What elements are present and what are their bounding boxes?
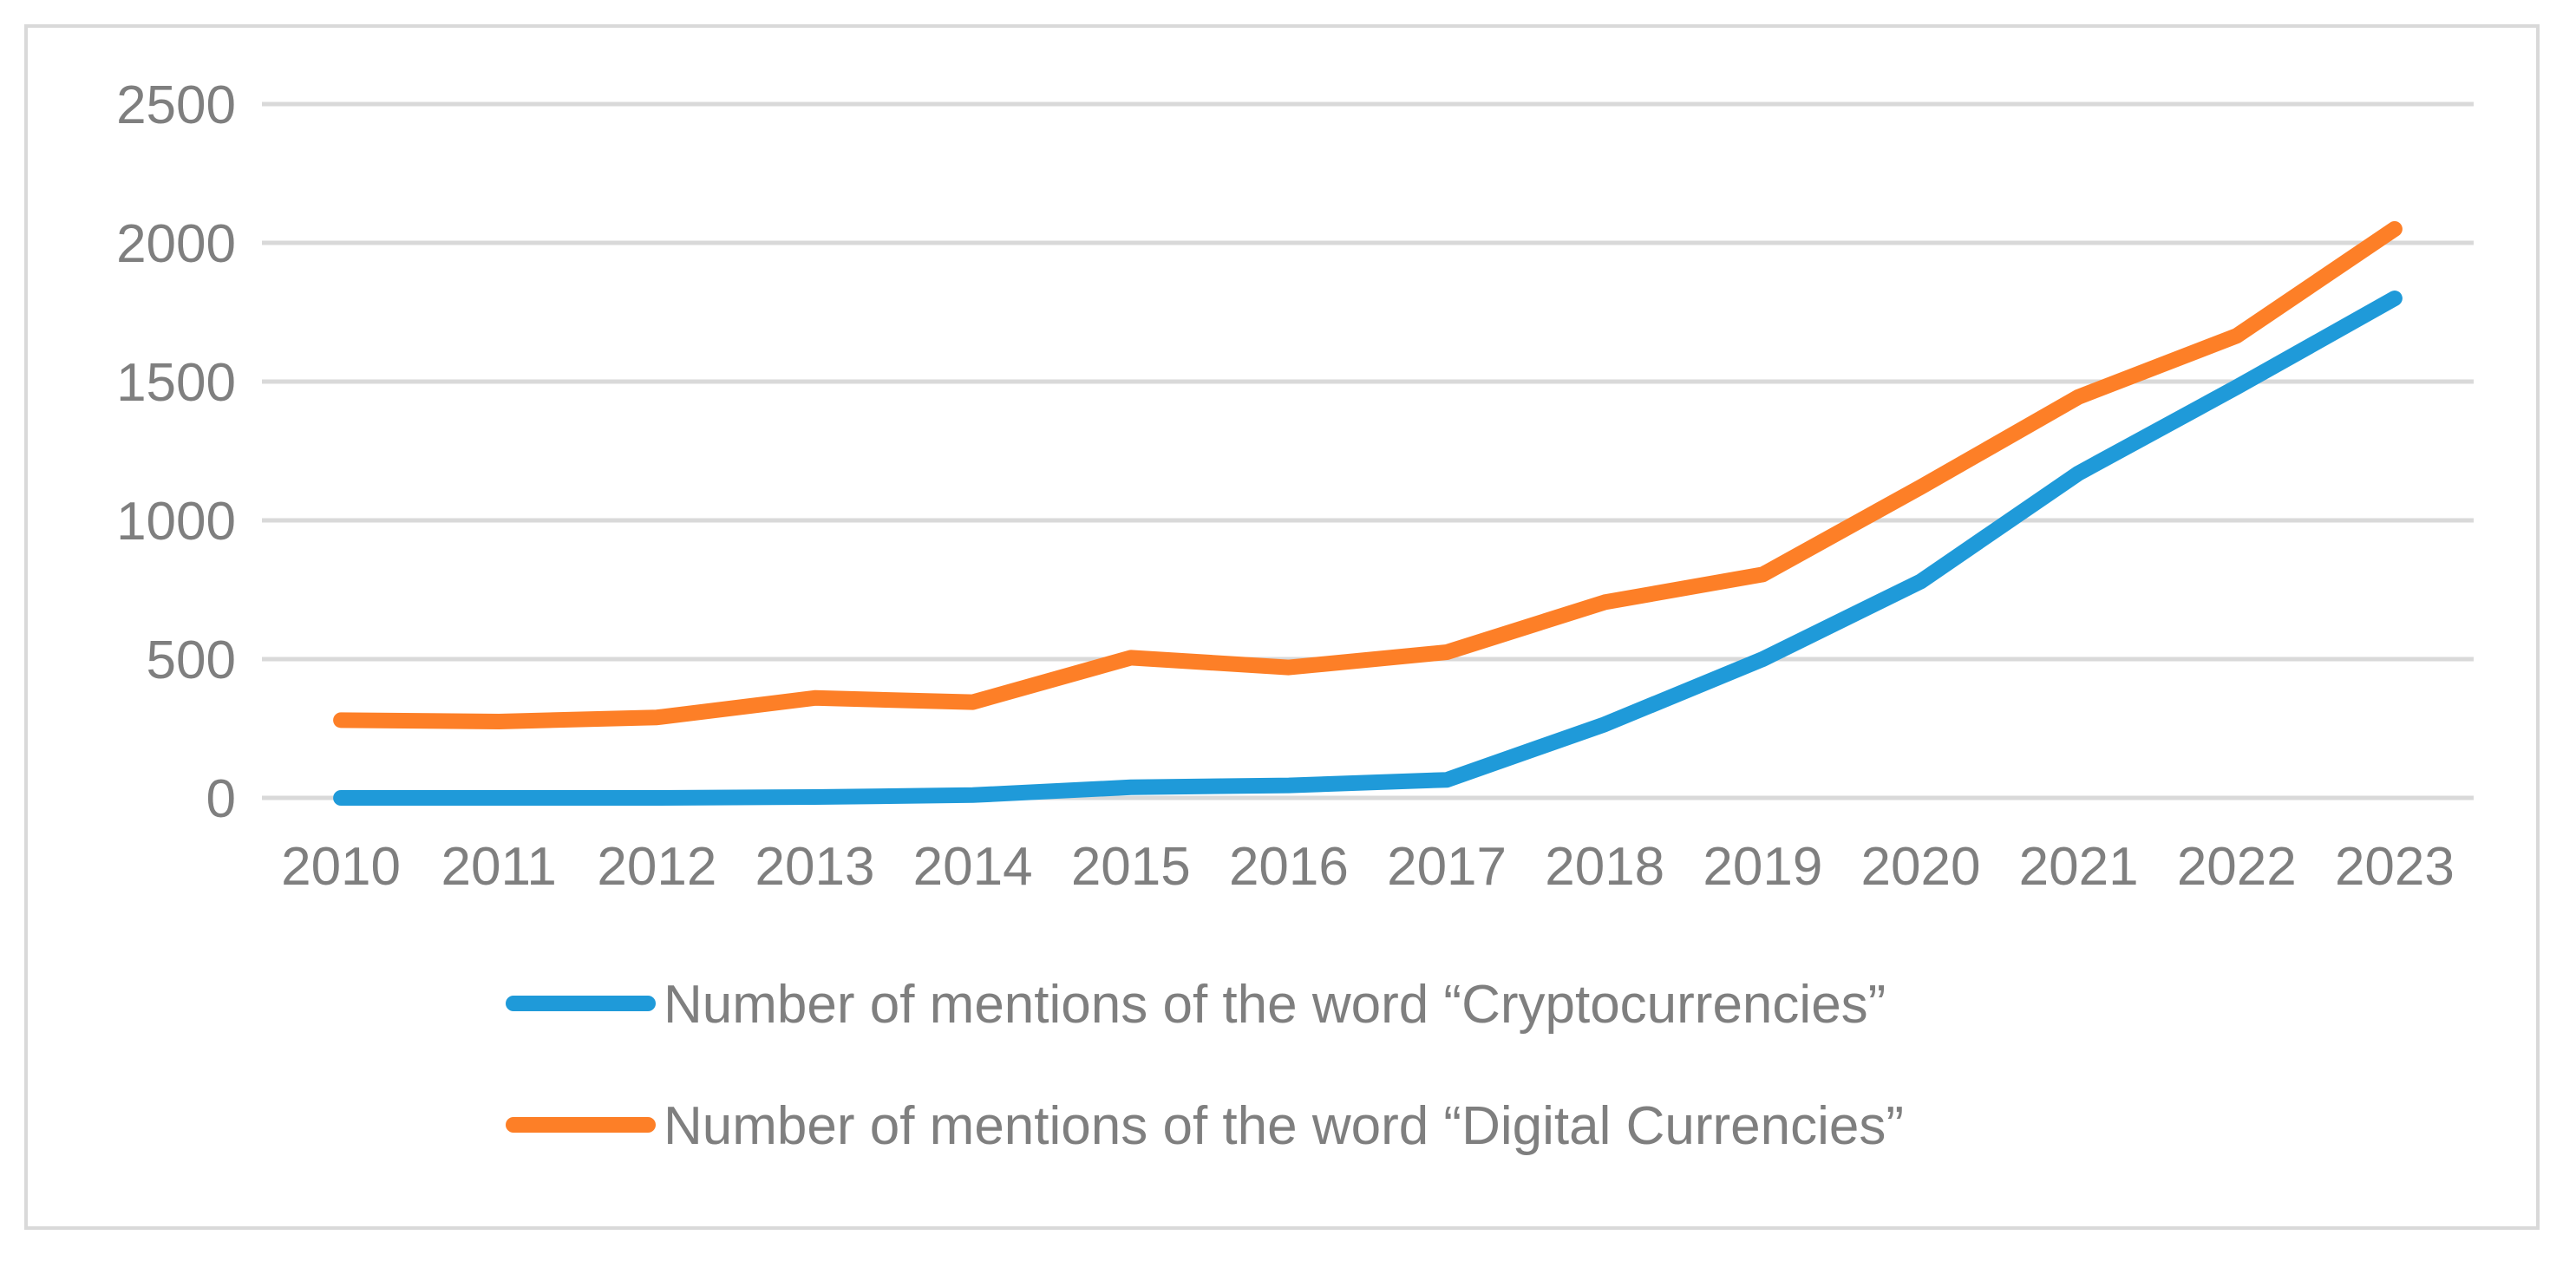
legend-label-0: Number of mentions of the word “Cryptocu… [664,975,1886,1035]
x-tick-label: 2022 [2177,837,2297,897]
series-line-1 [333,221,2403,729]
x-tick-label: 2023 [2335,837,2455,897]
series-lines [333,221,2403,806]
x-tick-label: 2013 [755,837,875,897]
x-tick-label: 2014 [913,837,1033,897]
x-tick-label: 2012 [597,837,716,897]
y-tick-label: 2500 [116,75,236,135]
y-tick-label: 2000 [116,214,236,274]
y-tick-label: 0 [206,769,236,829]
gridlines [262,101,2474,800]
x-tick-label: 2015 [1071,837,1191,897]
x-axis-ticks: 2010 2011 2012 2013 2014 2015 2016 2017 2018 2019… [281,837,2455,897]
legend: Number of mentions of the word “Cryptocu… [506,975,1904,1156]
y-tick-label: 1500 [116,353,236,413]
x-tick-label: 2010 [281,837,401,897]
chart-frame: 0 500 1000 1500 2000 2500 2010 2011 2012 2013 201… [24,24,2540,1230]
y-tick-label: 1000 [116,492,236,552]
x-tick-label: 2021 [2019,837,2139,897]
x-tick-label: 2011 [441,837,557,897]
legend-label-1: Number of mentions of the word “Digital … [664,1096,1904,1156]
y-tick-label: 500 [147,630,236,690]
x-tick-label: 2018 [1545,837,1664,897]
x-tick-label: 2020 [1861,837,1981,897]
x-tick-label: 2017 [1387,837,1507,897]
y-axis-ticks: 0 500 1000 1500 2000 2500 [116,75,236,829]
x-tick-label: 2019 [1703,837,1822,897]
series-line-0 [333,291,2403,806]
x-tick-label: 2016 [1229,837,1349,897]
